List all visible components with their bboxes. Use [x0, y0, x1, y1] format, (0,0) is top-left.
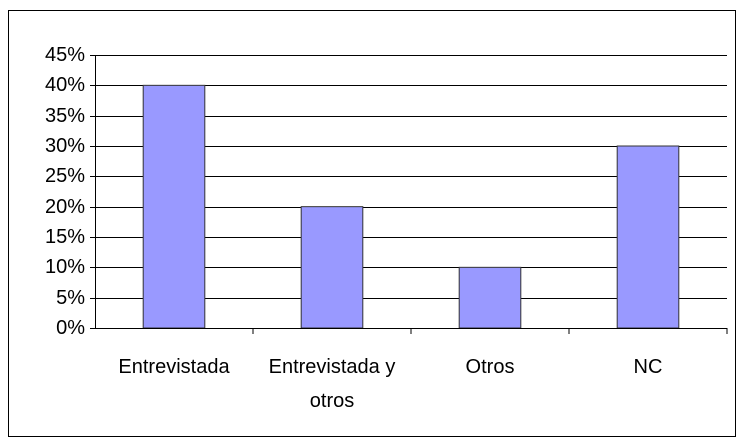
- bar: [300, 206, 364, 329]
- y-tick-label: 45%: [45, 44, 85, 66]
- bar: [458, 266, 522, 329]
- y-tick-label: 0%: [56, 317, 85, 339]
- y-tick-label: 15%: [45, 226, 85, 248]
- x-tick-label: Entrevistada y otros: [268, 356, 396, 412]
- y-tick-label: 25%: [45, 165, 85, 187]
- y-tick-label: 40%: [45, 74, 85, 96]
- bar: [142, 84, 206, 329]
- y-tick-label: 30%: [45, 135, 85, 157]
- y-tick-label: 35%: [45, 105, 85, 127]
- chart-border: [8, 10, 736, 437]
- x-tick-label: NC: [633, 356, 663, 378]
- y-tick-label: 10%: [45, 256, 85, 278]
- y-tick-label: 20%: [45, 196, 85, 218]
- x-tick-label: Otros: [465, 356, 515, 378]
- y-tick-label: 5%: [56, 287, 85, 309]
- bar: [616, 145, 680, 329]
- x-tick-label: Entrevistada: [118, 356, 230, 378]
